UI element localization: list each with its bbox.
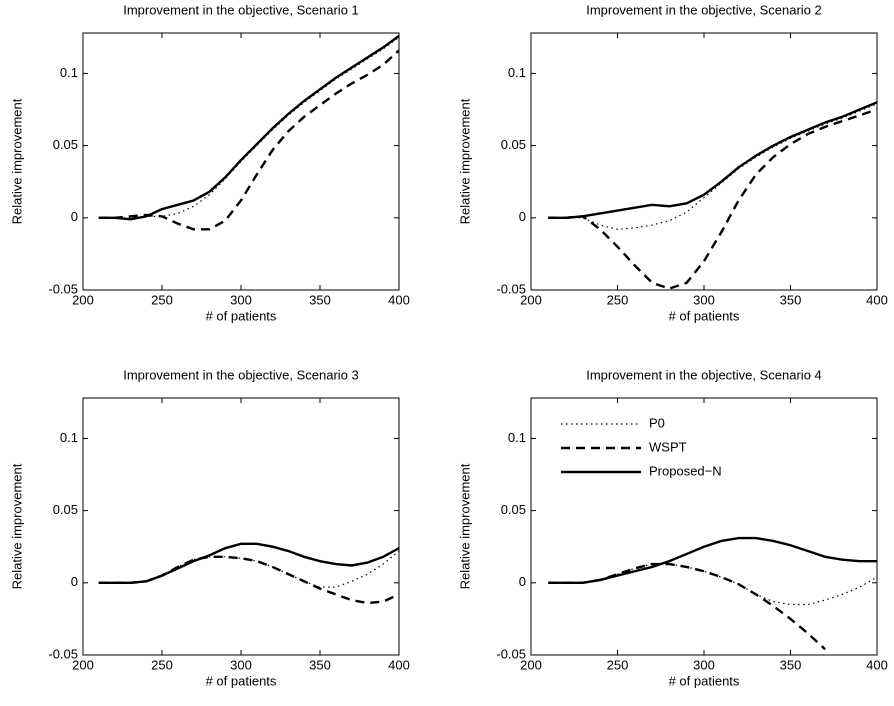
- x-tick-label: 200: [72, 657, 94, 672]
- y-tick-label: -0.05: [48, 646, 78, 661]
- x-tick-label: 300: [693, 657, 715, 672]
- series-line: [98, 34, 399, 221]
- y-tick-label: 0: [71, 209, 78, 224]
- series-line: [98, 49, 399, 231]
- x-tick-label: 400: [866, 292, 888, 307]
- x-tick-label: 250: [607, 292, 629, 307]
- legend-label: Proposed−N: [649, 463, 722, 478]
- subplot: Improvement in the objective, Scenario 2…: [457, 2, 887, 323]
- y-tick-label: 0.05: [501, 137, 526, 152]
- y-tick-label: 0: [71, 574, 78, 589]
- x-tick-label: 250: [607, 657, 629, 672]
- series-line: [548, 101, 877, 220]
- y-tick-label: -0.05: [496, 281, 526, 296]
- y-tick-label: 0.05: [501, 502, 526, 517]
- axes-box: [82, 397, 400, 656]
- y-tick-label: 0.1: [508, 430, 526, 445]
- axes-box: [82, 32, 400, 291]
- x-axis-label: # of patients: [669, 673, 740, 688]
- y-tick-label: 0.05: [53, 137, 78, 152]
- y-tick-label: 0.1: [508, 65, 526, 80]
- x-tick-label: 200: [72, 292, 94, 307]
- y-axis-label: Relative improvement: [457, 98, 472, 224]
- lines: [98, 34, 399, 231]
- axes-box: [530, 32, 878, 291]
- series-line: [548, 562, 826, 651]
- x-tick-label: 250: [151, 657, 173, 672]
- legend-label: WSPT: [649, 439, 687, 454]
- y-tick-label: 0.1: [60, 65, 78, 80]
- x-tick-label: 400: [866, 657, 888, 672]
- series-line: [548, 108, 877, 290]
- subplot-title: Improvement in the objective, Scenario 3: [123, 367, 359, 382]
- series-line: [548, 536, 877, 585]
- subplot-title: Improvement in the objective, Scenario 1: [123, 2, 359, 17]
- y-axis-label: Relative improvement: [9, 98, 24, 224]
- series-line: [98, 36, 399, 219]
- x-tick-label: 350: [309, 292, 331, 307]
- x-axis-label: # of patients: [206, 673, 277, 688]
- x-tick-label: 200: [520, 657, 542, 672]
- x-tick-label: 350: [309, 657, 331, 672]
- x-tick-label: 350: [780, 657, 802, 672]
- x-tick-label: 300: [230, 657, 252, 672]
- y-tick-label: 0.05: [53, 502, 78, 517]
- x-tick-label: 300: [230, 292, 252, 307]
- x-axis-label: # of patients: [206, 308, 277, 323]
- y-axis-label: Relative improvement: [9, 463, 24, 589]
- series-line: [98, 555, 399, 605]
- y-tick-label: -0.05: [48, 281, 78, 296]
- lines: [98, 542, 399, 605]
- y-tick-label: 0.1: [60, 430, 78, 445]
- subplot: Improvement in the objective, Scenario 1…: [9, 2, 409, 323]
- x-tick-label: 400: [388, 657, 410, 672]
- y-axis-label: Relative improvement: [457, 463, 472, 589]
- x-tick-label: 300: [693, 292, 715, 307]
- x-tick-label: 250: [151, 292, 173, 307]
- y-tick-label: -0.05: [496, 646, 526, 661]
- y-tick-label: 0: [519, 209, 526, 224]
- lines: [548, 536, 877, 651]
- axes-box: [530, 397, 878, 656]
- x-tick-label: 350: [780, 292, 802, 307]
- y-tick-label: 0: [519, 574, 526, 589]
- legend-label: P0: [649, 415, 665, 430]
- subplot-title: Improvement in the objective, Scenario 4: [586, 367, 822, 382]
- x-tick-label: 200: [520, 292, 542, 307]
- subplot: Improvement in the objective, Scenario 3…: [9, 367, 409, 688]
- x-tick-label: 400: [388, 292, 410, 307]
- lines: [548, 101, 877, 290]
- x-axis-label: # of patients: [669, 308, 740, 323]
- series-line: [548, 563, 877, 606]
- subplot-title: Improvement in the objective, Scenario 2: [586, 2, 822, 17]
- subplot: Improvement in the objective, Scenario 4…: [457, 367, 887, 688]
- series-line: [98, 542, 399, 585]
- series-line: [548, 103, 877, 230]
